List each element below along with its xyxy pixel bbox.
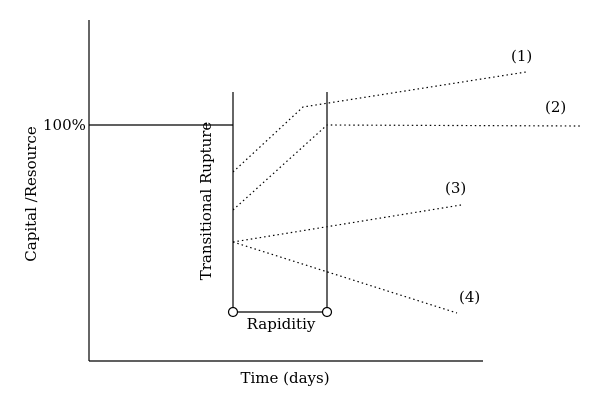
curve-1-path [232, 71, 527, 173]
rapidity-end-marker [321, 306, 333, 318]
curve-3-label: (3) [445, 179, 466, 197]
curve-4-path [232, 241, 458, 314]
rapidity-label: Rapiditiy [247, 315, 316, 333]
curve-4-label: (4) [459, 288, 480, 306]
y-axis-label: Capital /Resource [22, 126, 40, 262]
curve-3-path [232, 204, 462, 243]
x-axis-label: Time (days) [240, 369, 329, 387]
transitional-rupture-label: Transitional Rupture [197, 122, 215, 281]
curve-2-label: (2) [545, 98, 566, 116]
curve-1-label: (1) [511, 47, 532, 65]
curve-2-path [232, 124, 581, 211]
hundred-percent-label: 100% [43, 116, 86, 134]
rapidity-start-marker [227, 306, 239, 318]
